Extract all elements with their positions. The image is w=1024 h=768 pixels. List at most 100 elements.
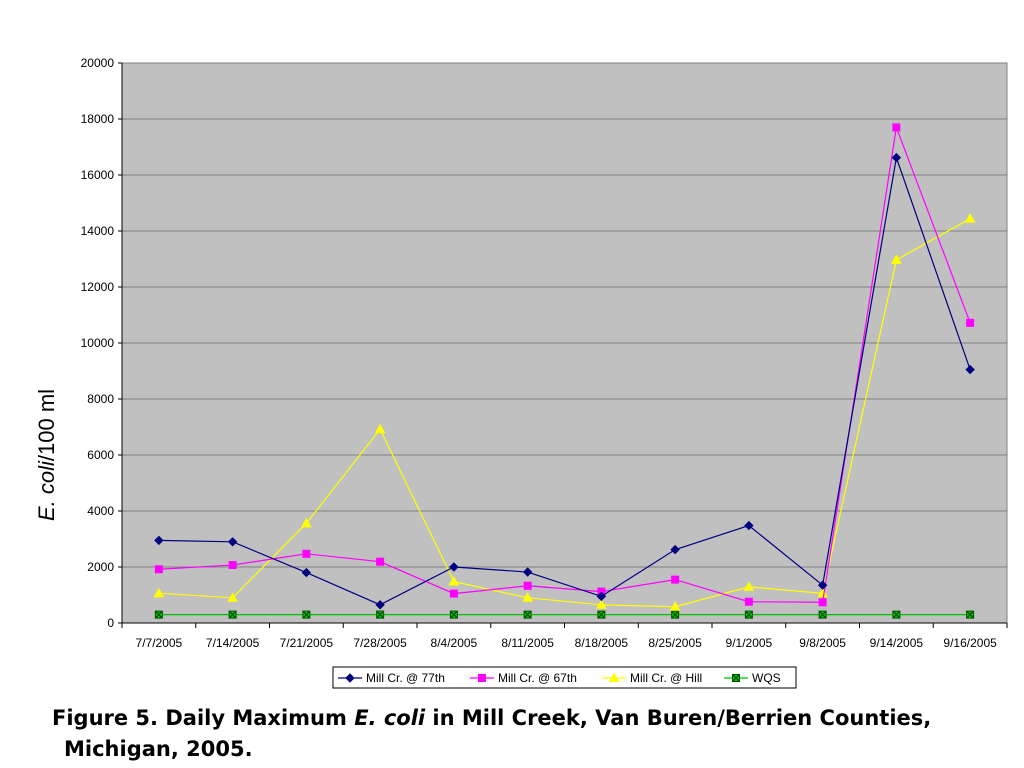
y-axis-label: E. coli/100 ml	[34, 389, 59, 521]
marker-cross	[229, 611, 236, 618]
y-tick-label: 4000	[87, 504, 114, 518]
y-tick-label: 18000	[81, 112, 115, 126]
data-point	[966, 610, 975, 619]
marker-cross	[450, 611, 458, 618]
data-point	[817, 580, 828, 590]
marker-cross	[376, 611, 384, 618]
data-point	[154, 535, 164, 546]
data-point	[449, 589, 458, 598]
legend-label: Mill Cr. @ 77th	[366, 671, 445, 685]
data-point	[743, 581, 755, 591]
legend-label: WQS	[752, 671, 781, 685]
marker-cross	[819, 611, 826, 618]
legend: Mill Cr. @ 77th Mill Cr. @ 67th Mill Cr. @…	[332, 666, 797, 689]
data-point	[449, 562, 459, 572]
legend-marker	[732, 674, 740, 682]
data-point	[376, 610, 385, 619]
legend-entry: Mill Cr. @ 77th	[338, 671, 445, 685]
y-tick-label: 14000	[81, 224, 115, 238]
gridlines	[122, 118, 1007, 568]
data-point	[891, 152, 902, 163]
data-point	[597, 610, 606, 619]
caption-prefix: Figure 5. Daily Maximum	[52, 706, 355, 730]
x-tick-label: 8/18/2005	[575, 636, 629, 650]
data-point	[596, 599, 607, 609]
data-point	[966, 318, 975, 327]
data-point	[818, 610, 827, 619]
series-wqs	[154, 610, 975, 619]
data-point	[744, 597, 753, 606]
data-point	[374, 423, 386, 434]
x-tick-label: 8/11/2005	[501, 636, 554, 650]
data-point	[892, 610, 901, 619]
marker-cross	[745, 611, 753, 618]
data-point	[376, 557, 385, 566]
data-point	[301, 517, 312, 528]
data-point	[154, 610, 163, 619]
caption-line-1: Figure 5. Daily Maximum E. coli in Mill …	[52, 703, 1012, 734]
data-point	[817, 587, 828, 598]
svg-text:E. coli/100 ml: E. coli/100 ml	[34, 389, 59, 521]
marker-cross	[155, 611, 163, 618]
caption-line-2: Michigan, 2005.	[64, 737, 253, 761]
data-point	[302, 610, 311, 619]
data-point	[964, 213, 976, 223]
legend-label: Mill Cr. @ 67th	[498, 671, 577, 685]
data-point	[596, 591, 607, 602]
data-point	[744, 610, 753, 619]
y-tick-label: 16000	[81, 168, 115, 182]
legend-entry: WQS	[724, 671, 781, 685]
data-point	[228, 610, 237, 619]
marker-cross	[598, 611, 605, 618]
data-point	[818, 598, 827, 607]
caption-species: E. coli	[354, 706, 426, 730]
data-point	[302, 549, 311, 558]
data-point	[671, 575, 680, 584]
axes: 0 2000 4000 6000 8000 10000 12000 14000 16000 180…	[81, 56, 1008, 650]
data-point	[744, 520, 754, 531]
x-tick-label: 8/25/2005	[648, 636, 702, 650]
caption-suffix: in Mill Creek, Van Buren/Berrien Countie…	[425, 706, 932, 730]
data-point	[671, 610, 680, 619]
series-lines	[153, 123, 976, 619]
y-tick-label: 8000	[87, 392, 114, 406]
data-point	[965, 364, 975, 375]
marker-cross	[893, 611, 900, 618]
y-tick-label: 0	[107, 616, 114, 630]
y-tick-label: 20000	[81, 56, 115, 70]
x-tick-label: 7/14/2005	[206, 636, 260, 650]
data-point	[301, 567, 312, 578]
series-mill-cr-67th	[154, 123, 975, 607]
x-tick-label: 7/28/2005	[353, 636, 407, 650]
x-tick-label: 9/1/2005	[726, 636, 773, 650]
legend-entry: Mill Cr. @ 67th	[470, 671, 577, 685]
data-point	[669, 601, 681, 611]
data-point	[154, 565, 163, 574]
legend-marker	[608, 672, 620, 682]
series-mill-cr-77th	[154, 152, 975, 610]
data-point	[670, 544, 680, 555]
figure-caption: Figure 5. Daily Maximum E. coli in Mill …	[52, 703, 1012, 765]
x-tick-label: 9/16/2005	[943, 636, 997, 650]
y-axis-label-italic: E. coli	[34, 460, 59, 521]
x-tick-label: 7/21/2005	[280, 636, 334, 650]
marker-cross	[671, 611, 679, 618]
x-tick-label: 9/14/2005	[870, 636, 924, 650]
data-point	[892, 123, 901, 132]
x-tick-label: 8/4/2005	[431, 636, 478, 650]
legend-box	[332, 666, 797, 689]
data-point	[522, 567, 533, 577]
y-axis-label-unit: /100 ml	[34, 389, 59, 461]
data-point	[227, 592, 238, 602]
data-point	[153, 587, 165, 598]
data-point	[227, 537, 238, 547]
legend-marker	[345, 673, 355, 683]
series-mill-cr-hill	[153, 213, 976, 611]
legend-marker	[478, 674, 486, 682]
marker-cross	[524, 611, 531, 618]
x-tick-label: 9/8/2005	[799, 636, 846, 650]
data-point	[522, 592, 533, 602]
series-line	[158, 155, 971, 606]
data-point	[449, 610, 458, 619]
series-line	[158, 218, 971, 608]
